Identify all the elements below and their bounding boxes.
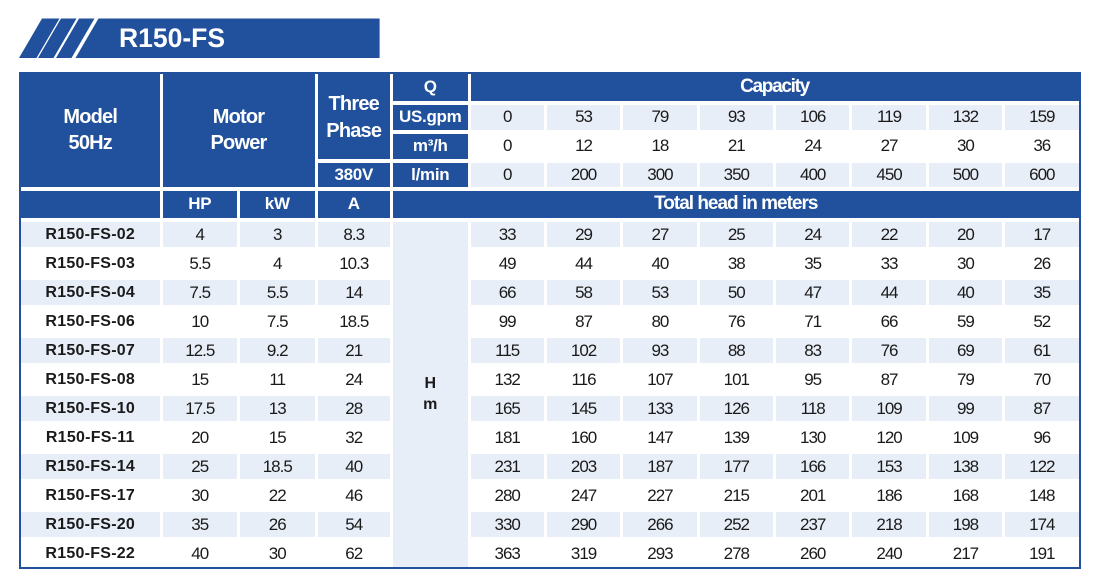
svg-text:R150-FS: R150-FS xyxy=(119,23,225,53)
